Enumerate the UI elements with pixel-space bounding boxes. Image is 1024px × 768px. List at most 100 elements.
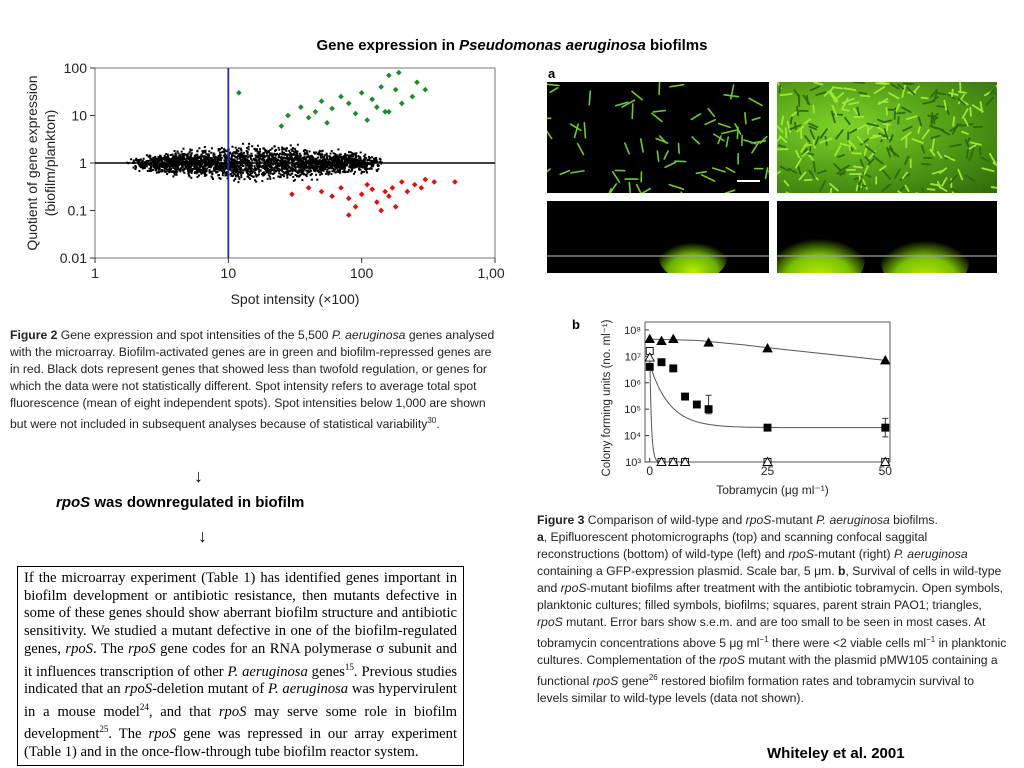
gene-dot bbox=[287, 164, 290, 167]
gene-dot bbox=[343, 169, 346, 172]
gene-dot bbox=[238, 161, 241, 164]
gene-dot bbox=[200, 168, 203, 171]
bacterium-cell bbox=[957, 168, 964, 181]
gene-dot bbox=[364, 153, 367, 156]
bacterium-cell bbox=[961, 108, 969, 119]
bacterium-cell bbox=[993, 91, 997, 96]
bacterium-cell bbox=[744, 111, 747, 125]
bacterium-cell bbox=[815, 91, 827, 96]
gene-dot bbox=[377, 164, 380, 167]
gene-dot bbox=[368, 159, 371, 162]
gene-dot bbox=[145, 154, 148, 157]
bacterium-cell bbox=[906, 86, 916, 96]
gene-dot bbox=[261, 180, 264, 183]
gene-dot bbox=[354, 170, 357, 173]
gene-dot bbox=[168, 158, 171, 161]
bacterium-cell bbox=[624, 142, 630, 155]
gene-dot bbox=[294, 167, 297, 170]
gene-dot bbox=[147, 163, 150, 166]
gene-dot bbox=[250, 167, 253, 170]
gene-dot bbox=[291, 149, 294, 152]
bacterium-cell bbox=[897, 116, 900, 125]
gene-dot bbox=[340, 155, 343, 158]
gene-dot bbox=[281, 148, 284, 151]
gene-dot bbox=[187, 155, 190, 158]
gene-dot bbox=[243, 178, 246, 181]
gene-dot bbox=[210, 163, 213, 166]
gene-dot bbox=[313, 167, 316, 170]
gene-dot bbox=[332, 168, 335, 171]
gene-dot bbox=[190, 153, 193, 156]
gene-dot bbox=[189, 156, 192, 159]
bacterium-cell bbox=[873, 86, 886, 94]
gene-dot bbox=[159, 159, 162, 162]
gene-dot bbox=[297, 175, 300, 178]
gene-dot bbox=[240, 151, 243, 154]
activated-gene-point bbox=[396, 69, 402, 76]
gene-dot bbox=[308, 170, 311, 173]
gene-dot bbox=[276, 166, 279, 169]
gene-dot bbox=[306, 156, 309, 159]
gene-dot bbox=[263, 148, 266, 151]
figure2-species: P. aeruginosa bbox=[331, 328, 406, 342]
gene-dot bbox=[200, 156, 203, 159]
gene-dot bbox=[170, 160, 173, 163]
gene-dot bbox=[200, 157, 203, 160]
gene-dot bbox=[245, 168, 248, 171]
gene-dot bbox=[316, 170, 319, 173]
gene-dot bbox=[248, 176, 251, 179]
gene-dot bbox=[273, 160, 276, 163]
gene-dot bbox=[263, 168, 266, 171]
gene-dot bbox=[177, 157, 180, 160]
gene-dot bbox=[365, 168, 368, 171]
gene-dot bbox=[193, 159, 196, 162]
gene-dot bbox=[196, 170, 199, 173]
gene-dot bbox=[363, 155, 366, 158]
bacterium-cell bbox=[614, 101, 629, 107]
gene-dot bbox=[363, 163, 366, 166]
gene-dot bbox=[291, 172, 294, 175]
gene-dot bbox=[139, 166, 142, 169]
repressed-gene-point bbox=[374, 199, 380, 205]
gene-dot bbox=[339, 153, 342, 156]
gene-dot bbox=[374, 159, 377, 162]
gene-dot bbox=[217, 147, 220, 150]
gene-dot bbox=[309, 174, 312, 177]
bacterium-cell bbox=[904, 184, 910, 193]
gene-dot bbox=[301, 159, 304, 162]
gene-dot bbox=[349, 162, 352, 165]
gene-dot bbox=[345, 162, 348, 165]
gene-dot bbox=[239, 159, 242, 162]
gene-dot bbox=[153, 157, 156, 160]
gene-dot bbox=[282, 171, 285, 174]
gene-dot bbox=[323, 154, 326, 157]
gene-dot bbox=[163, 167, 166, 170]
gene-dot bbox=[197, 168, 200, 171]
bacterium-cell bbox=[833, 163, 843, 172]
gene-dot bbox=[262, 174, 265, 177]
open-triangle-marker bbox=[644, 352, 655, 362]
gene-dot bbox=[155, 160, 158, 163]
gene-dot bbox=[327, 173, 330, 176]
gene-dot bbox=[150, 168, 153, 171]
gene-dot bbox=[318, 149, 321, 152]
gene-dot bbox=[359, 158, 362, 161]
y-tick-label: 10⁸ bbox=[624, 325, 641, 337]
bacterium-cell bbox=[862, 179, 868, 190]
gene-dot bbox=[207, 164, 210, 167]
gene-dot bbox=[204, 164, 207, 167]
figure2-label: Figure 2 bbox=[10, 328, 58, 342]
gene-dot bbox=[258, 170, 261, 173]
gene-dot bbox=[236, 164, 239, 167]
gene-dot bbox=[247, 160, 250, 163]
gene-dot bbox=[235, 167, 238, 170]
activated-gene-point bbox=[378, 84, 384, 90]
gene-dot bbox=[151, 160, 154, 163]
gene-dot bbox=[259, 164, 262, 167]
gene-dot bbox=[377, 168, 380, 171]
gene-dot bbox=[221, 170, 224, 173]
gene-dot bbox=[376, 160, 379, 163]
gene-dot bbox=[185, 166, 188, 169]
gene-dot bbox=[300, 164, 303, 167]
gene-dot bbox=[164, 163, 167, 166]
